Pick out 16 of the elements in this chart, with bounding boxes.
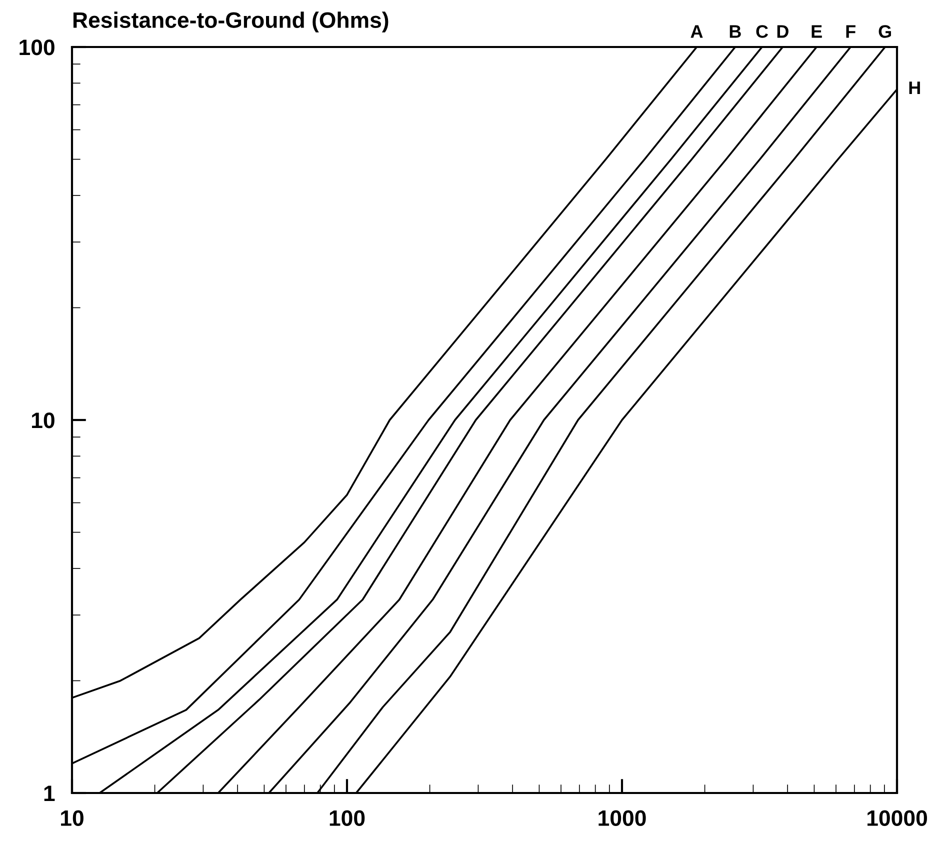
- x-tick-label: 10000: [868, 810, 927, 826]
- series-label: H: [909, 82, 920, 94]
- series-label: G: [878, 25, 891, 38]
- x-tick-label: 100: [330, 810, 365, 826]
- y-tick-label: 10: [32, 412, 54, 428]
- x-tick-label: 10: [61, 810, 84, 826]
- y-tick-label: 100: [20, 40, 54, 56]
- series-label: A: [690, 25, 703, 38]
- y-tick-label: 1: [44, 786, 55, 802]
- series-label: D: [777, 25, 788, 38]
- series-label: B: [730, 25, 741, 38]
- series-label: F: [846, 25, 856, 38]
- series-label: E: [812, 25, 822, 38]
- series-label: C: [756, 25, 768, 38]
- x-tick-label: 1000: [598, 810, 646, 826]
- chart-title: Resistance-to-Ground (Ohms): [73, 12, 388, 32]
